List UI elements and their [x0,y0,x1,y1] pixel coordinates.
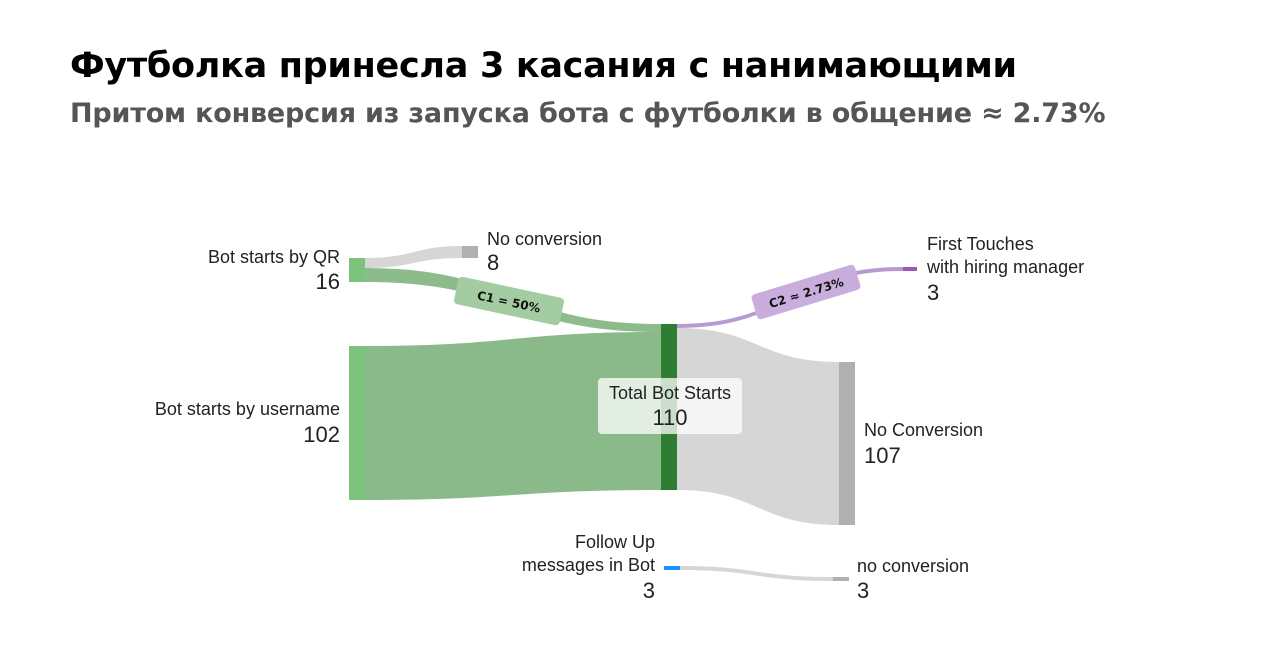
qr-value: 16 [316,269,340,294]
node-followup [664,566,680,570]
node-first-touches [903,267,917,271]
node-qr-noconversion [462,246,478,258]
username-label: Bot starts by username [155,399,340,419]
node-followup-noconversion [833,577,849,581]
c2-annotation: C2 ≈ 2.73% [751,264,861,320]
page-subtitle: Притом конверсия из запуска бота с футбо… [70,98,1106,129]
first-touches-label-1: First Touches [927,234,1034,254]
total-value: 110 [652,405,687,430]
node-username [349,346,365,500]
followup-noconversion-value: 3 [857,578,869,603]
followup-label-1: Follow Up [575,532,655,552]
c1-annotation: C1 = 50% [454,276,564,326]
total-label-box [598,378,742,434]
link-total-noconversion [677,328,839,525]
first-touches-label-2: with hiring manager [926,257,1084,277]
qr-noconversion-value: 8 [487,250,499,275]
node-noconversion [839,362,855,525]
followup-noconversion-label: no conversion [857,556,969,576]
followup-label-2: messages in Bot [522,555,655,575]
noconversion-label: No Conversion [864,420,983,440]
qr-label: Bot starts by QR [208,247,340,267]
page-title: Футболка принесла 3 касания с нанимающим… [70,46,1017,86]
noconversion-value: 107 [864,443,901,468]
link-followup-noconversion [680,566,833,581]
node-qr [349,258,365,282]
link-username-total [365,332,661,500]
link-qr-noconversion [365,246,462,268]
followup-value: 3 [643,578,655,603]
total-label: Total Bot Starts [609,383,731,403]
username-value: 102 [303,422,340,447]
qr-noconversion-label: No conversion [487,229,602,249]
first-touches-value: 3 [927,280,939,305]
